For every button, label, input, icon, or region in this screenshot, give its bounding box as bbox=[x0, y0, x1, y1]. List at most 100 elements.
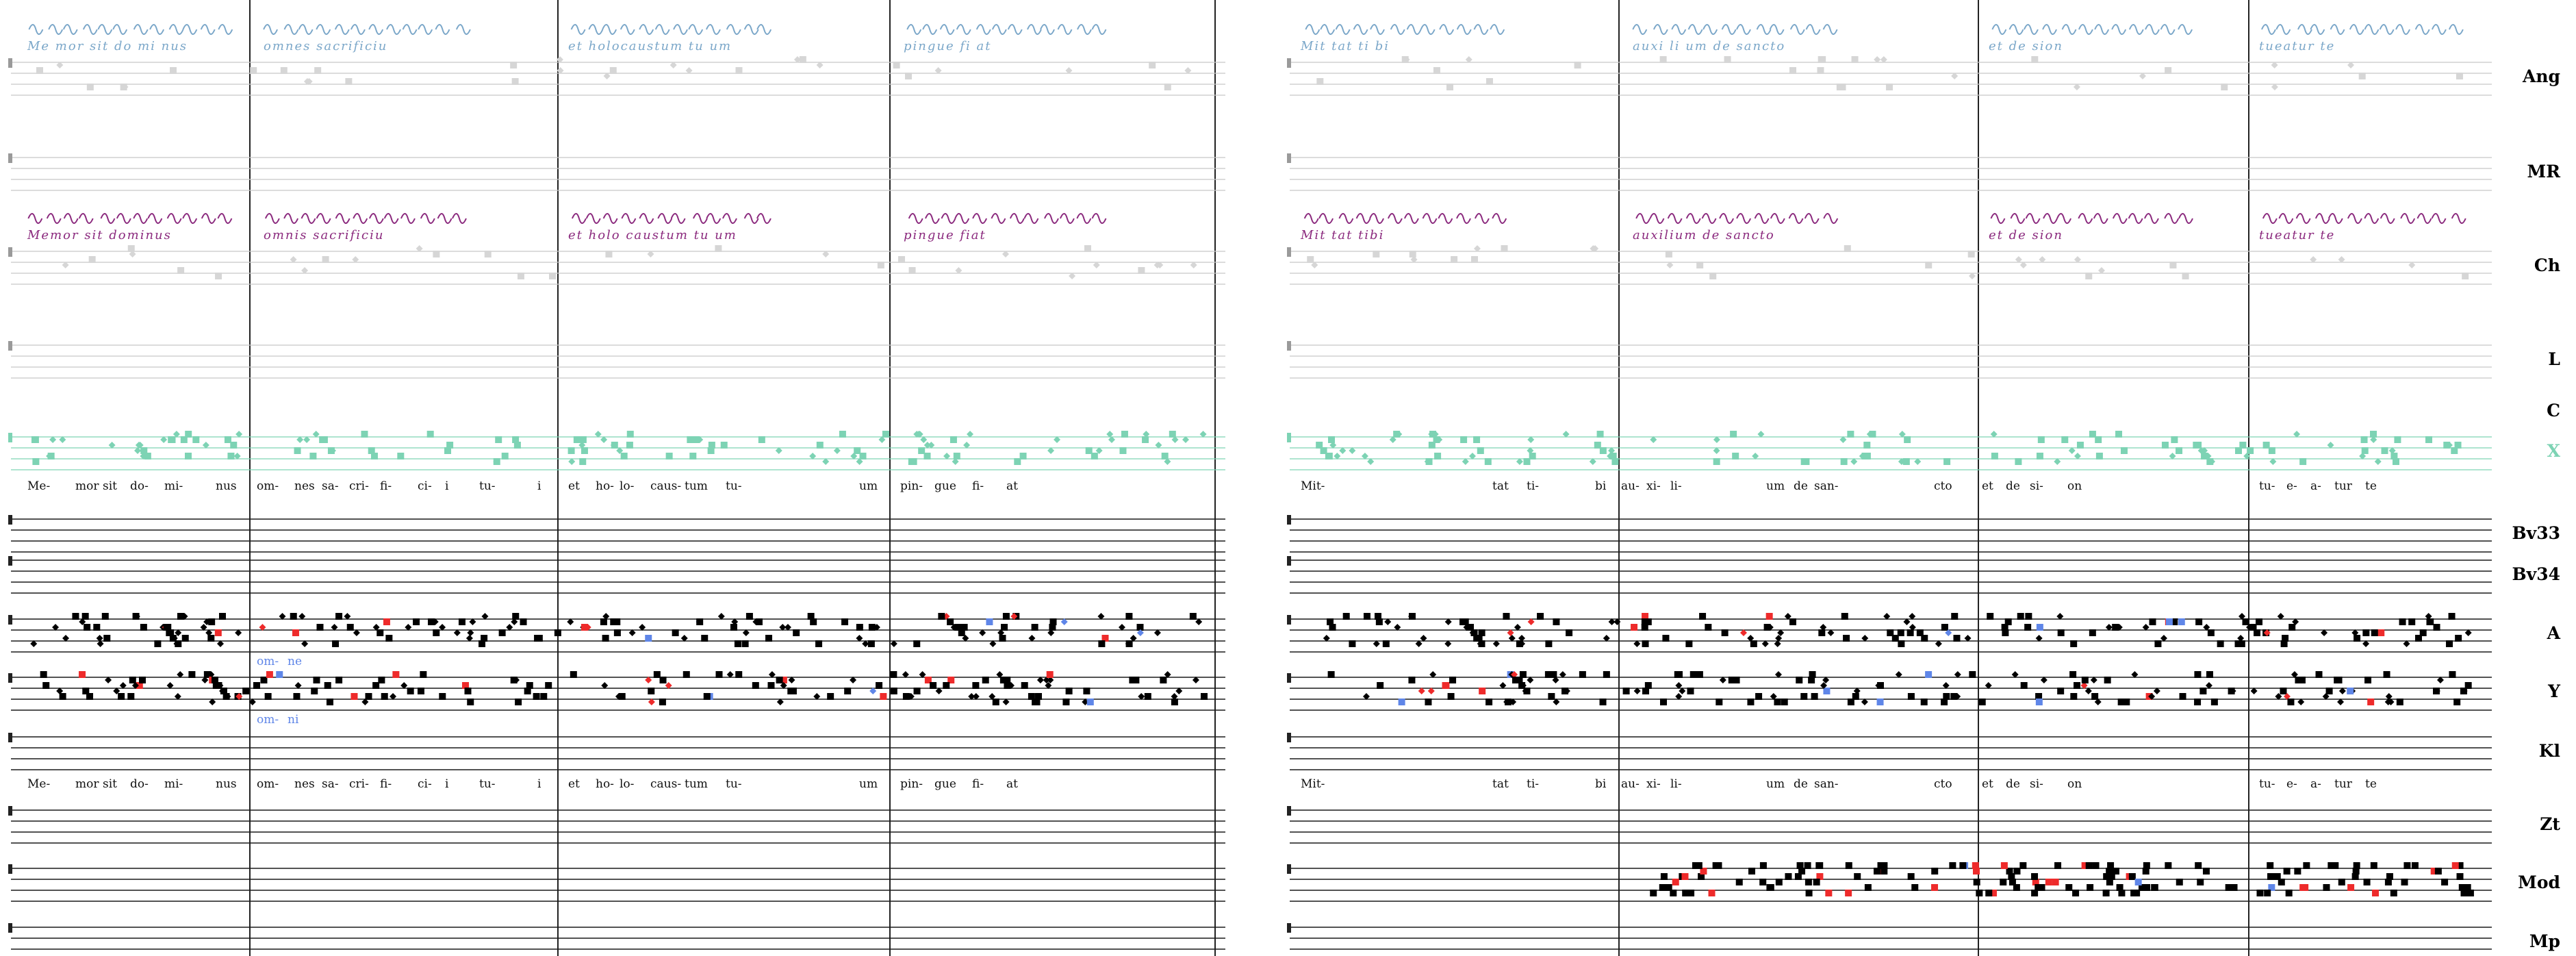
neume-mark bbox=[813, 693, 821, 700]
neume-mark bbox=[2153, 688, 2160, 694]
neume-mark bbox=[208, 618, 216, 625]
neume-mark bbox=[1603, 671, 1610, 678]
neume-mark bbox=[2328, 862, 2336, 869]
neume-mark bbox=[2275, 693, 2282, 700]
neume-mark bbox=[2202, 868, 2210, 875]
neume-mark bbox=[59, 693, 66, 700]
ms-neume bbox=[1649, 213, 1665, 224]
ms-neume bbox=[1754, 213, 1770, 224]
neume-mark bbox=[332, 640, 340, 647]
neume-mark bbox=[1518, 635, 1525, 642]
neume-mark bbox=[2262, 442, 2270, 449]
neume-mark bbox=[119, 682, 127, 689]
manuscript-text-ch: auxilium de sancto bbox=[1633, 228, 1775, 242]
ms-neume bbox=[1091, 213, 1107, 224]
lyric-syllable: mor bbox=[75, 479, 99, 493]
lyric-syllable: san- bbox=[1814, 479, 1839, 493]
neume-mark bbox=[2298, 677, 2306, 683]
lyric-syllable: tu- bbox=[479, 777, 496, 791]
neume-mark bbox=[59, 436, 66, 443]
neume-mark bbox=[1904, 436, 1911, 443]
neume-mark bbox=[2338, 256, 2345, 263]
neume-mark bbox=[972, 682, 980, 689]
neume-mark bbox=[2085, 862, 2093, 869]
ms-neume bbox=[1703, 24, 1718, 35]
neume-mark bbox=[2384, 879, 2392, 885]
neume-mark bbox=[1699, 613, 1707, 620]
neume-mark bbox=[235, 431, 243, 438]
neume-mark bbox=[2133, 890, 2141, 896]
neume-mark bbox=[1724, 56, 1731, 63]
neume-mark bbox=[250, 67, 257, 74]
neume-mark bbox=[2291, 671, 2298, 678]
neume-mark bbox=[129, 251, 136, 257]
neume-mark bbox=[81, 613, 89, 620]
neume-mark bbox=[2325, 688, 2333, 694]
neume-mark bbox=[1307, 256, 1314, 263]
lyric-syllable: tum bbox=[685, 777, 708, 791]
ms-neume bbox=[1438, 213, 1453, 224]
neume-mark bbox=[405, 624, 412, 631]
ms-neume bbox=[2144, 213, 2159, 224]
neume-mark bbox=[1784, 613, 1791, 620]
neume-mark bbox=[2031, 890, 2039, 896]
neume-mark bbox=[1142, 436, 1149, 443]
ms-neume bbox=[1338, 213, 1354, 224]
neume-mark bbox=[780, 677, 787, 683]
neume-mark bbox=[2297, 699, 2305, 705]
neume-mark bbox=[1822, 677, 1830, 683]
neume-mark bbox=[1444, 640, 1452, 647]
ms-neume bbox=[1719, 213, 1734, 224]
clef-icon bbox=[1287, 247, 1291, 257]
neume-mark bbox=[344, 613, 351, 620]
ms-neume bbox=[201, 213, 216, 224]
neume-mark bbox=[2364, 677, 2372, 683]
neume-mark bbox=[2347, 688, 2354, 694]
neume-mark bbox=[1705, 624, 1712, 631]
neume-mark bbox=[1774, 640, 1781, 647]
neume-mark bbox=[2287, 699, 2295, 705]
neume-mark bbox=[361, 431, 368, 438]
neume-mark bbox=[1519, 682, 1527, 689]
neume-mark bbox=[979, 629, 986, 636]
lyric-syllable: xi- bbox=[1646, 777, 1661, 791]
ms-neume bbox=[1420, 24, 1436, 35]
neume-mark bbox=[1065, 688, 1073, 694]
neume-mark bbox=[495, 436, 502, 443]
neume-mark bbox=[1708, 890, 1716, 896]
neume-mark bbox=[913, 688, 921, 694]
neume-mark bbox=[2052, 879, 2059, 885]
neume-mark bbox=[601, 682, 609, 689]
neume-mark bbox=[741, 640, 749, 647]
neume-mark bbox=[2354, 635, 2361, 642]
neume-mark bbox=[1054, 436, 1061, 443]
neume-mark bbox=[1164, 671, 1171, 678]
ms-neume bbox=[97, 24, 113, 35]
neume-mark bbox=[2142, 868, 2150, 875]
lyric-syllable: tur bbox=[2334, 777, 2352, 791]
neume-mark bbox=[557, 67, 564, 74]
neume-mark bbox=[32, 458, 40, 465]
neume-mark bbox=[93, 624, 101, 631]
neume-mark bbox=[1954, 693, 1961, 700]
neume-mark bbox=[108, 442, 116, 449]
ms-neume bbox=[954, 213, 970, 224]
neume-mark bbox=[1985, 890, 1993, 896]
manuscript-text-ang: Me mor sit do mi nus bbox=[27, 39, 188, 53]
ms-neume bbox=[2042, 24, 2057, 35]
neume-mark bbox=[839, 431, 846, 438]
ms-neume bbox=[1789, 24, 1805, 35]
ms-neume bbox=[1023, 213, 1039, 224]
ms-neume bbox=[2310, 24, 2325, 35]
neume-mark bbox=[611, 442, 618, 449]
staff-label-ch: Ch bbox=[2534, 255, 2560, 275]
neume-mark bbox=[2138, 884, 2145, 891]
neume-mark bbox=[2292, 618, 2299, 625]
neume-mark bbox=[2367, 699, 2375, 705]
neume-mark bbox=[484, 251, 492, 257]
ms-neume bbox=[298, 24, 314, 35]
neume-mark bbox=[1363, 613, 1370, 620]
neume-mark bbox=[609, 67, 617, 74]
neume-mark bbox=[316, 624, 324, 631]
ms-neume bbox=[2164, 213, 2180, 224]
